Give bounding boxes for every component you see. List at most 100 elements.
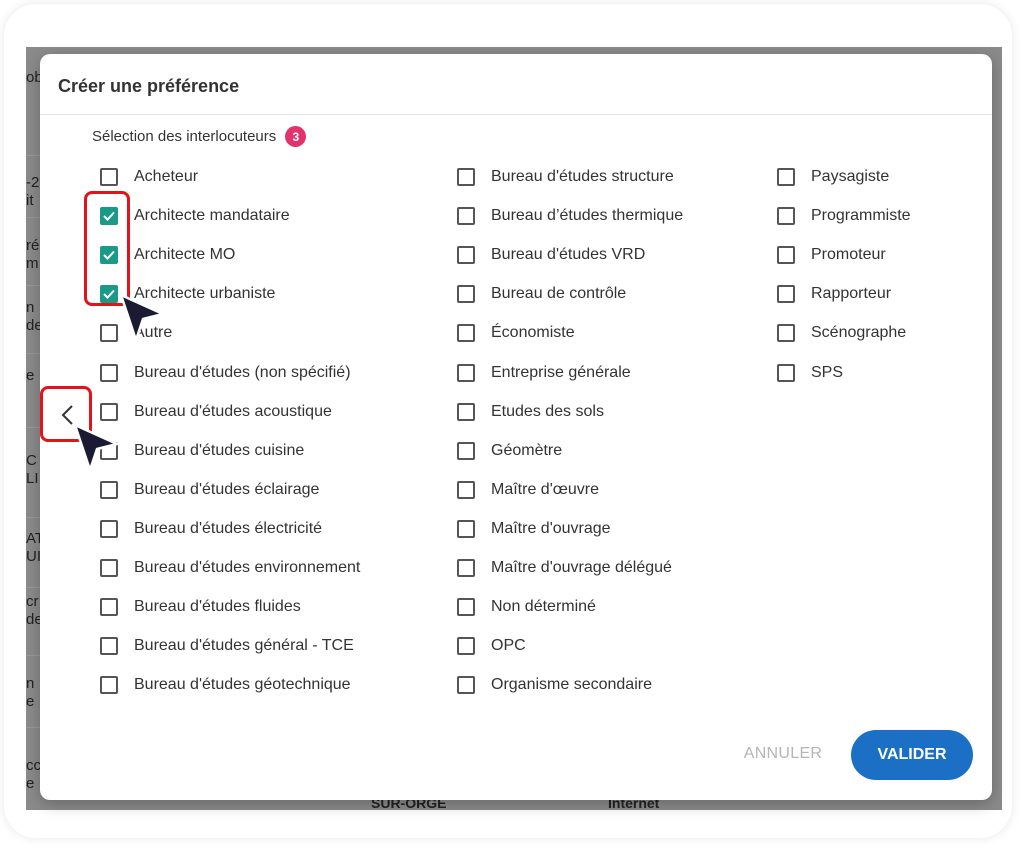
- checkbox[interactable]: [100, 559, 118, 577]
- section-label: Sélection des interlocuteurs: [92, 128, 277, 145]
- checkbox-label: Non déterminé: [491, 598, 596, 616]
- checkbox[interactable]: [457, 246, 475, 265]
- checkbox-label: SPS: [811, 363, 844, 381]
- checkbox[interactable]: [100, 168, 118, 186]
- checkbox[interactable]: [457, 168, 475, 186]
- interlocutor-checkbox-row[interactable]: Bureau d'études VRD: [457, 244, 645, 266]
- interlocutor-checkbox-row[interactable]: Bureau d'études environnement: [100, 557, 360, 579]
- interlocutor-checkbox-row[interactable]: Acheteur: [100, 166, 198, 188]
- interlocutor-checkbox-row[interactable]: Économiste: [457, 322, 575, 344]
- selected-count-badge: 3: [285, 126, 307, 147]
- interlocutor-checkbox-row[interactable]: Etudes des sols: [457, 401, 604, 423]
- checkbox-label: Bureau d’études thermique: [491, 207, 684, 225]
- checkbox[interactable]: [457, 441, 475, 460]
- checkbox[interactable]: [777, 246, 795, 265]
- checkbox[interactable]: [100, 207, 118, 226]
- bg-text: LI: [26, 470, 39, 487]
- checkbox-label: Architecte urbaniste: [134, 285, 276, 303]
- interlocutor-checkbox-row[interactable]: Bureau d’études thermique: [457, 205, 683, 227]
- interlocutor-checkbox-row[interactable]: Bureau d'études géotechnique: [100, 674, 351, 696]
- checkbox[interactable]: [100, 480, 118, 499]
- interlocutor-checkbox-row[interactable]: Non déterminé: [457, 596, 596, 618]
- interlocutor-checkbox-row[interactable]: Bureau de contrôle: [457, 283, 626, 305]
- interlocutor-checkbox-row[interactable]: Bureau d'études général - TCE: [100, 635, 354, 657]
- checkbox-label: Géomètre: [491, 441, 563, 459]
- checkbox[interactable]: [457, 285, 475, 304]
- interlocutor-checkbox-row[interactable]: Rapporteur: [777, 283, 891, 305]
- bg-text: de: [26, 611, 42, 628]
- interlocutor-checkbox-row[interactable]: Géomètre: [457, 440, 562, 462]
- checkbox[interactable]: [777, 285, 795, 304]
- checkbox[interactable]: [100, 246, 118, 265]
- interlocutor-checkbox-row[interactable]: Architecte mandataire: [100, 205, 290, 227]
- interlocutor-checkbox-row[interactable]: Bureau d'études électricité: [100, 518, 322, 540]
- interlocutor-checkbox-row[interactable]: Programmiste: [777, 205, 911, 227]
- checkbox-label: Bureau d'études (non spécifié): [134, 363, 351, 381]
- checkbox[interactable]: [100, 324, 118, 343]
- chevron-left-icon: [61, 405, 73, 425]
- checkbox-label: Bureau d'études acoustique: [134, 402, 332, 420]
- interlocutor-checkbox-row[interactable]: Autre: [100, 322, 172, 344]
- checkbox[interactable]: [777, 207, 795, 226]
- interlocutor-checkbox-row[interactable]: Maître d'ouvrage: [457, 518, 611, 540]
- checkbox[interactable]: [457, 363, 475, 382]
- interlocutor-checkbox-row[interactable]: Bureau d'études (non spécifié): [100, 362, 351, 384]
- interlocutor-checkbox-row[interactable]: Bureau d'études fluides: [100, 596, 301, 618]
- checkbox[interactable]: [457, 637, 475, 656]
- interlocutor-checkbox-row[interactable]: SPS: [777, 362, 843, 384]
- checkbox[interactable]: [457, 324, 475, 343]
- create-preference-dialog: Créer une préférence Sélection des inter…: [40, 54, 992, 800]
- interlocutor-checkbox-row[interactable]: Bureau d'études éclairage: [100, 479, 319, 501]
- checkbox[interactable]: [777, 363, 795, 382]
- checkbox-label: Maître d'ouvrage: [491, 519, 611, 537]
- checkbox[interactable]: [100, 285, 118, 304]
- checkbox[interactable]: [457, 559, 475, 577]
- checkbox[interactable]: [100, 637, 118, 656]
- interlocutor-checkbox-row[interactable]: Architecte MO: [100, 244, 235, 266]
- checkbox[interactable]: [100, 363, 118, 382]
- checkbox[interactable]: [777, 168, 795, 186]
- checkbox[interactable]: [457, 598, 475, 617]
- bg-text: e: [26, 775, 35, 792]
- checkbox-label: Rapporteur: [811, 285, 892, 303]
- checkbox-label: Bureau d'études fluides: [134, 598, 301, 616]
- interlocutor-checkbox-row[interactable]: Paysagiste: [777, 166, 889, 188]
- checkbox-label: Paysagiste: [811, 168, 890, 185]
- bg-text: m: [26, 255, 39, 272]
- validate-button[interactable]: VALIDER: [851, 730, 973, 780]
- checkbox[interactable]: [777, 324, 795, 343]
- checkbox-label: Bureau de contrôle: [491, 285, 627, 303]
- bg-text: ré: [26, 237, 40, 254]
- interlocutor-checkbox-row[interactable]: Bureau d'études structure: [457, 166, 674, 188]
- interlocutor-checkbox-row[interactable]: Maître d'ouvrage délégué: [457, 557, 672, 579]
- interlocutor-checkbox-row[interactable]: OPC: [457, 635, 526, 657]
- mouse-pointer-icon: [119, 293, 165, 342]
- bg-text: ob: [26, 69, 42, 86]
- bg-text: de: [26, 317, 42, 334]
- dialog-divider: [40, 114, 992, 115]
- checkbox[interactable]: [100, 598, 118, 617]
- interlocutor-checkbox-row[interactable]: Organisme secondaire: [457, 674, 652, 696]
- checkbox-label: Bureau d'études géotechnique: [134, 676, 351, 694]
- checkbox-label: Bureau d'études structure: [491, 168, 674, 185]
- checkbox[interactable]: [457, 207, 475, 226]
- checkbox[interactable]: [457, 480, 475, 499]
- interlocutor-checkbox-row[interactable]: Bureau d'études acoustique: [100, 401, 332, 423]
- checkbox[interactable]: [457, 519, 475, 538]
- bg-text: -2: [26, 174, 40, 191]
- checkbox[interactable]: [100, 402, 118, 421]
- interlocutor-checkbox-row[interactable]: Bureau d'études cuisine: [100, 440, 304, 462]
- interlocutor-checkbox-row[interactable]: Entreprise générale: [457, 362, 631, 384]
- cancel-button[interactable]: ANNULER: [733, 736, 833, 772]
- interlocutor-checkbox-row[interactable]: Maître d'œuvre: [457, 479, 599, 501]
- checkbox[interactable]: [457, 402, 475, 421]
- interlocutor-checkbox-row[interactable]: Promoteur: [777, 244, 886, 266]
- checkbox-label: Etudes des sols: [491, 402, 604, 420]
- checkbox[interactable]: [457, 676, 475, 695]
- interlocutor-checkbox-row[interactable]: Architecte urbaniste: [100, 283, 275, 305]
- interlocutor-checkbox-row[interactable]: Scénographe: [777, 322, 906, 344]
- checkbox-label: Autre: [134, 324, 173, 342]
- checkbox[interactable]: [100, 519, 118, 538]
- check-icon: [103, 211, 115, 222]
- checkbox[interactable]: [100, 676, 118, 695]
